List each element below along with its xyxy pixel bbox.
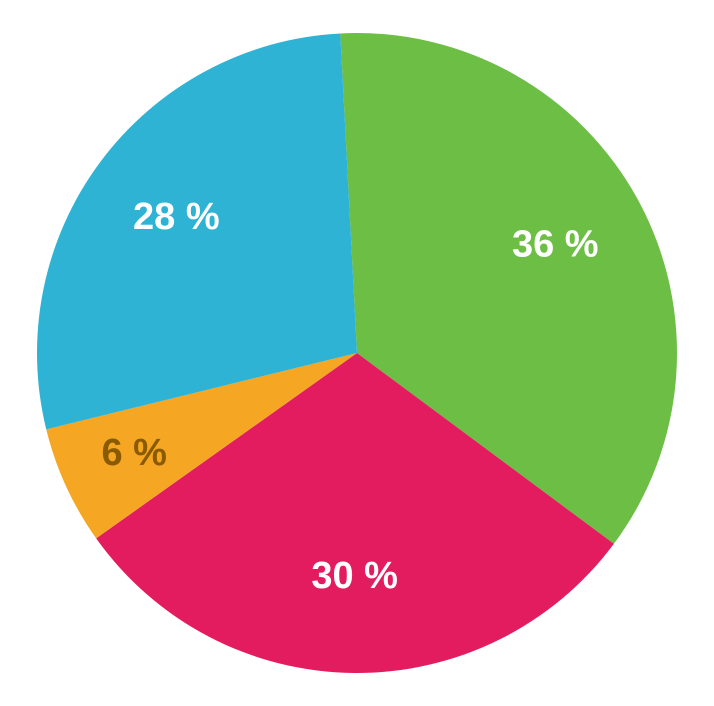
pie-chart: 36 % 30 % 6 % 28 %	[0, 0, 714, 706]
pie-slice-label: 30 %	[311, 555, 398, 597]
pie-slice-label: 28 %	[133, 196, 220, 238]
pie-svg: 36 % 30 % 6 % 28 %	[0, 0, 714, 706]
pie-slice-label: 36 %	[512, 224, 599, 266]
pie-slice-label: 6 %	[101, 432, 166, 474]
